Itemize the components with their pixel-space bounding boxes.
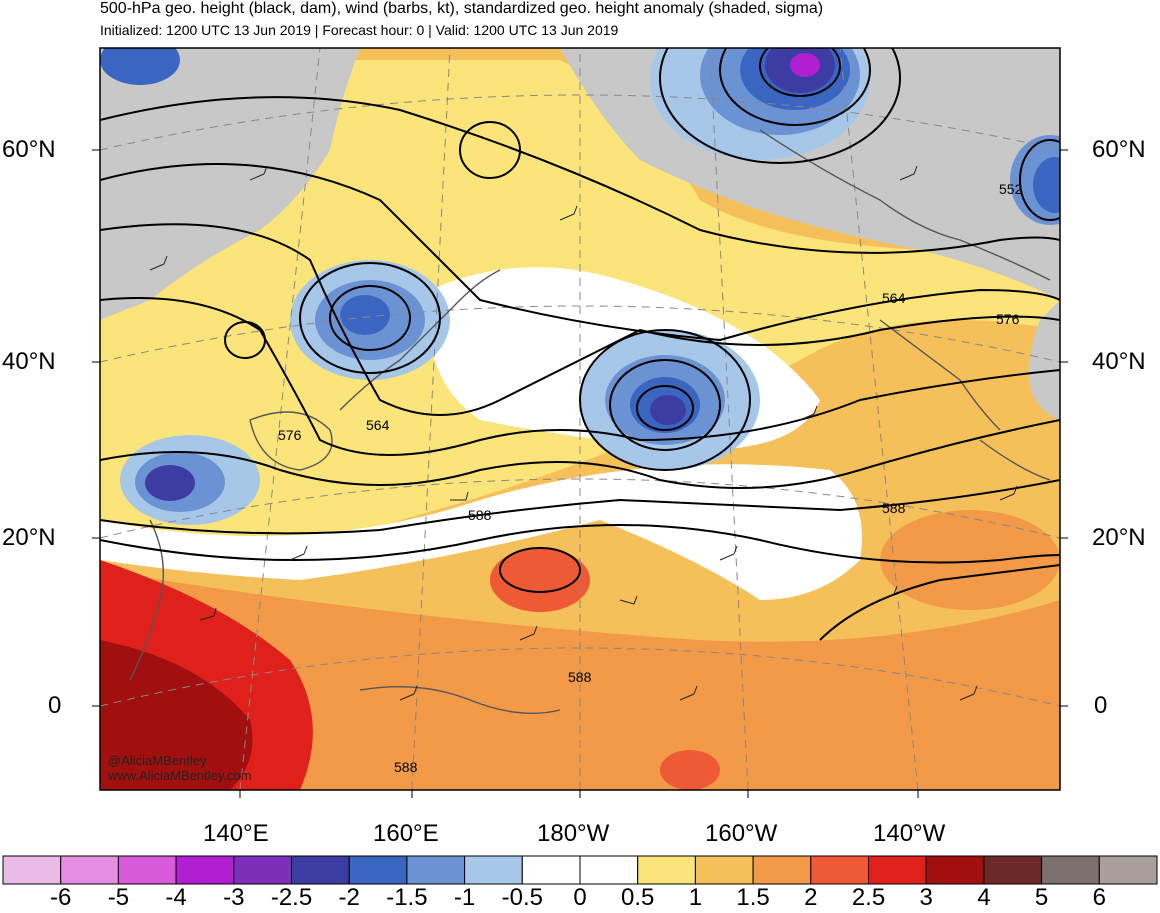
colorbar-tick-label: -4 bbox=[165, 884, 187, 911]
colorbar-swatch bbox=[1041, 855, 1100, 885]
lat-label-right: 60°N bbox=[1092, 136, 1146, 163]
colorbar-swatch bbox=[983, 855, 1043, 885]
colorbar-tick-label: -1.5 bbox=[386, 884, 428, 911]
colorbar-swatch bbox=[579, 855, 639, 885]
lat-label-left: 40°N bbox=[2, 348, 56, 375]
colorbar-swatch bbox=[752, 855, 812, 885]
contour-label: 588 bbox=[394, 759, 418, 775]
low-central-pacific bbox=[650, 395, 686, 425]
colorbar-swatch bbox=[117, 855, 177, 885]
colorbar-swatch bbox=[1098, 855, 1158, 885]
colorbar-tick-label: -2 bbox=[338, 884, 360, 911]
lat-label-left: 0 bbox=[48, 692, 62, 719]
colorbar-tick-label: 2 bbox=[804, 884, 818, 911]
colorbar-swatch bbox=[694, 855, 754, 885]
credit-website: www.AliciaMBentley.com bbox=[108, 768, 252, 783]
colorbar-tick-label: -2.5 bbox=[270, 884, 313, 911]
colorbar-swatch bbox=[60, 855, 119, 885]
colorbar-tick-label: -0.5 bbox=[501, 884, 543, 911]
height-contours bbox=[100, 48, 1060, 641]
contour-label: 588 bbox=[568, 669, 592, 685]
colorbar-swatch bbox=[348, 855, 408, 885]
colorbar-tick-label: -5 bbox=[107, 884, 130, 911]
lon-label: 180°W bbox=[537, 820, 610, 847]
colorbar-tick-label: 3 bbox=[919, 884, 933, 911]
colorbar-swatch bbox=[175, 855, 235, 885]
colorbar-swatch bbox=[291, 855, 350, 885]
colorbar-tick-label: 2.5 bbox=[851, 884, 886, 911]
map-title: 500-hPa geo. height (black, dam), wind (… bbox=[100, 0, 824, 17]
high-subtropical-pacific bbox=[490, 548, 590, 612]
colorbar-tick-label: 0 bbox=[573, 884, 587, 911]
lat-label-left: 60°N bbox=[2, 136, 56, 163]
colorbar-swatch bbox=[810, 855, 869, 885]
contour-labels: 552 564 576 564 576 588 588 588 588 bbox=[278, 181, 1023, 775]
colorbar-swatch bbox=[637, 855, 696, 885]
contour-label: 576 bbox=[996, 311, 1020, 327]
contour-label: 564 bbox=[882, 290, 906, 306]
lon-label: 140°E bbox=[203, 820, 269, 847]
lat-label-left: 20°N bbox=[2, 524, 56, 551]
lon-label: 140°W bbox=[873, 820, 946, 847]
colorbar-tick-label: 0.5 bbox=[621, 884, 655, 911]
high-western-tropics bbox=[100, 640, 253, 790]
colorbar-tick-label: 5 bbox=[1034, 884, 1049, 911]
contour-label: 588 bbox=[882, 500, 906, 516]
wind-barbs bbox=[149, 165, 1018, 701]
colorbar-tick-label: 6 bbox=[1092, 884, 1106, 911]
colorbar-swatch bbox=[406, 855, 466, 885]
low-east-china-sea bbox=[145, 465, 195, 501]
axis-ticks bbox=[92, 149, 1068, 798]
lat-label-right: 0 bbox=[1094, 692, 1108, 719]
colorbar-tick-label: 1.5 bbox=[736, 884, 770, 911]
colorbar-tick-label: -1 bbox=[453, 884, 476, 911]
colorbar-swatch bbox=[464, 855, 523, 885]
credit-handle: @AliciaMBentley bbox=[108, 753, 207, 768]
lat-label-right: 20°N bbox=[1092, 524, 1146, 551]
contour-label: 552 bbox=[999, 181, 1023, 197]
contour-label: 564 bbox=[366, 417, 390, 433]
contour-label: 576 bbox=[278, 427, 302, 443]
lat-label-right: 40°N bbox=[1092, 348, 1146, 375]
lon-label: 160°E bbox=[373, 820, 439, 847]
low-bering-sea bbox=[790, 53, 820, 77]
colorbar-tick-label: 4 bbox=[977, 884, 991, 911]
colorbar bbox=[2, 855, 1158, 885]
colorbar-tick-label: -6 bbox=[50, 884, 72, 911]
low-japan-sea bbox=[340, 295, 390, 335]
graticule bbox=[100, 48, 1060, 790]
colorbar-swatch bbox=[521, 855, 581, 885]
colorbar-swatch bbox=[925, 855, 985, 885]
map-subtitle: Initialized: 1200 UTC 13 Jun 2019 | Fore… bbox=[100, 22, 619, 38]
colorbar-swatch bbox=[868, 855, 927, 885]
colorbar-swatch bbox=[2, 855, 62, 885]
contour-label: 588 bbox=[468, 507, 492, 523]
colorbar-swatch bbox=[233, 855, 293, 885]
lon-label: 160°W bbox=[705, 820, 778, 847]
colorbar-tick-label: 1 bbox=[688, 884, 703, 911]
colorbar-tick-label: -3 bbox=[223, 884, 245, 911]
